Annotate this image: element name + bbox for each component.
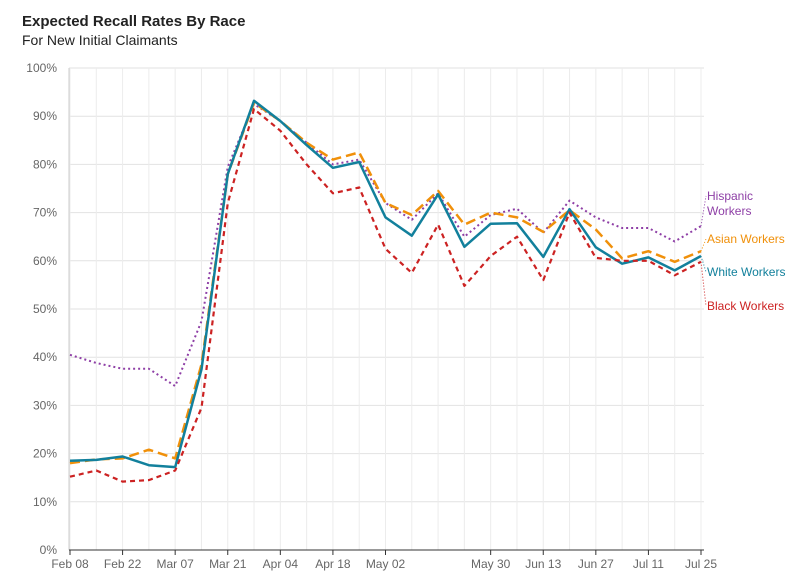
y-tick-label: 30% (33, 398, 57, 412)
series-label-connector (700, 195, 707, 227)
series-lines (69, 99, 702, 483)
x-tick-label: Mar 21 (209, 557, 247, 571)
series-label-hispanic-workers: Workers (707, 204, 751, 218)
y-tick-label: 40% (33, 350, 57, 364)
series-label-connector (700, 255, 707, 273)
series-label-white-workers: White Workers (707, 265, 785, 279)
x-tick-label: Apr 04 (263, 557, 299, 571)
series-label-asian-workers: Asian Workers (707, 232, 785, 246)
x-tick-label: Feb 22 (104, 557, 142, 571)
y-axis-ticks: 0% 10% 20% 30% 40% 50% 60% 70% 80% 90% 100% (26, 61, 57, 557)
y-tick-label: 60% (33, 254, 57, 268)
y-tick-label: 100% (26, 61, 57, 75)
x-tick-label: Jul 11 (633, 557, 664, 571)
chart-subtitle: For New Initial Claimants (22, 32, 178, 48)
y-tick-label: 90% (33, 109, 57, 123)
series-label-connector (700, 261, 707, 307)
series-line-black-workers (69, 107, 702, 483)
x-tick-label: Jun 13 (525, 557, 561, 571)
x-tick-label: Apr 18 (315, 557, 351, 571)
y-tick-label: 10% (33, 495, 57, 509)
y-tick-label: 50% (33, 302, 57, 316)
gridlines (68, 67, 704, 551)
x-tick-label: May 30 (471, 557, 511, 571)
x-tick-label: Feb 08 (51, 557, 89, 571)
y-tick-label: 20% (33, 447, 57, 461)
x-tick-label: Jun 27 (578, 557, 614, 571)
series-label-black-workers: Black Workers (707, 299, 784, 313)
series-label-connector (700, 238, 707, 252)
chart-title: Expected Recall Rates By Race (22, 13, 246, 30)
series-label-hispanic-workers: Hispanic (707, 189, 753, 203)
y-tick-label: 70% (33, 206, 57, 220)
series-line-white-workers (69, 99, 702, 469)
x-tick-label: May 02 (366, 557, 406, 571)
x-tick-label: Mar 07 (156, 557, 194, 571)
series-line-asian-workers (69, 101, 702, 465)
y-tick-label: 80% (33, 157, 57, 171)
x-axis-ticks: Feb 08 Feb 22 Mar 07 Mar 21 Apr 04 Apr 18 May … (51, 550, 717, 571)
x-tick-label: Jul 25 (685, 557, 717, 571)
y-tick-label: 0% (40, 543, 58, 557)
